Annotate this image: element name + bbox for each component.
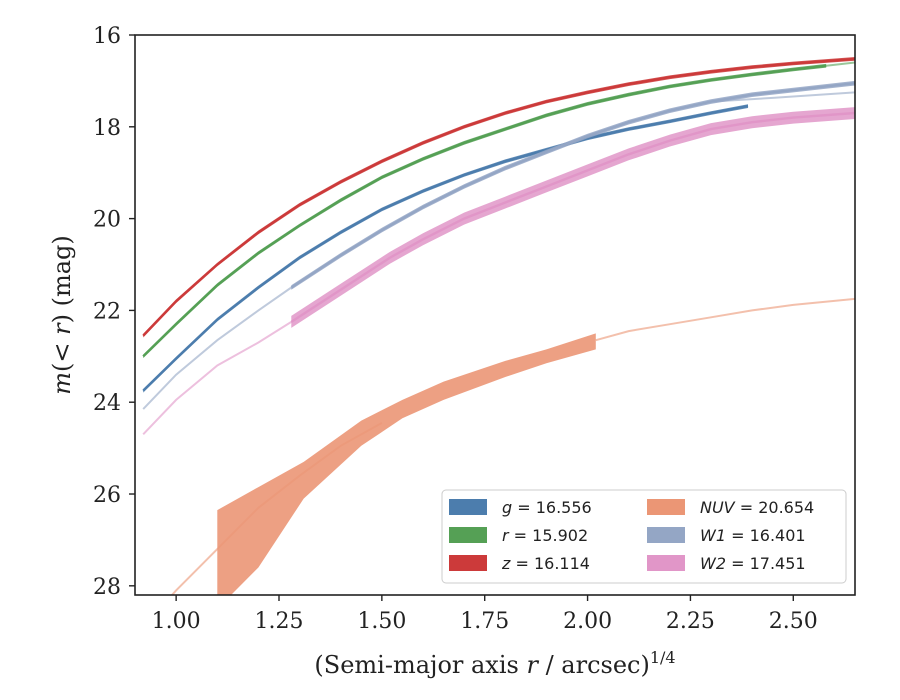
legend-item: W2 = 17.451 [647,554,806,573]
legend-item: g = 16.556 [449,498,592,517]
y-tick-label: 28 [93,575,121,600]
series-w1-line [290,82,855,289]
y-tick-label: 22 [93,299,121,324]
y-tick-label: 16 [93,24,121,49]
series-w1-band [291,80,855,290]
series-z [142,57,855,338]
series-nuv-extension [595,297,855,342]
y-tick-label: 24 [93,391,121,416]
legend-label: W2 = 17.451 [700,554,806,573]
legend-swatch [647,527,685,543]
legend-swatch [449,555,487,571]
series-w2 [142,107,855,435]
y-tick-label: 26 [93,483,121,508]
series-g [142,104,749,393]
legend-swatch [647,499,685,515]
legend: g = 16.556 r = 15.902 z = 16.114 NUV = 20.6… [441,489,847,584]
x-tick-label: 1.00 [152,609,201,634]
legend-item: W1 = 16.401 [647,526,806,545]
series-r-extension [826,61,855,67]
series-w2-extension [142,321,292,435]
series-nuv-band [217,333,596,595]
y-axis-label: m(< r) (mag) [48,235,76,395]
legend-item: NUV = 20.654 [647,498,814,517]
legend-item: r = 15.902 [449,526,588,545]
legend-label: g = 16.556 [502,498,592,517]
y-axis: 16 18 20 22 24 26 28 [93,24,135,600]
x-tick-label: 1.50 [357,609,406,634]
series-r-line [142,64,827,358]
legend-box [441,489,847,584]
plot-area [142,57,855,595]
x-axis-label: (Semi-major axis r / arcsec)1/4 [314,648,675,679]
legend-label: r = 15.902 [502,526,588,545]
x-axis: 1.00 1.25 1.50 1.75 2.00 2.25 2.50 [152,595,818,634]
series-nuv [170,297,855,595]
series-w1-extension [142,286,292,410]
legend-item: z = 16.114 [449,554,590,573]
x-tick-label: 1.75 [460,609,509,634]
x-tick-label: 2.25 [666,609,715,634]
legend-label: W1 = 16.401 [700,526,806,545]
legend-label: NUV = 20.654 [700,498,814,517]
series-r [142,61,855,359]
series-z-line [142,57,855,337]
x-tick-label: 2.50 [769,609,818,634]
series-g-line [142,104,749,392]
x-tick-label: 2.00 [563,609,612,634]
legend-label: z = 16.114 [501,554,590,573]
plot-frame [134,34,856,596]
y-tick-label: 20 [93,208,121,233]
x-tick-label: 1.25 [255,609,304,634]
legend-swatch [449,499,487,515]
legend-swatch [647,555,685,571]
series-w2-line [290,111,855,323]
series-w1 [142,80,855,410]
y-tick-label: 18 [93,116,121,141]
legend-swatch [449,527,487,543]
